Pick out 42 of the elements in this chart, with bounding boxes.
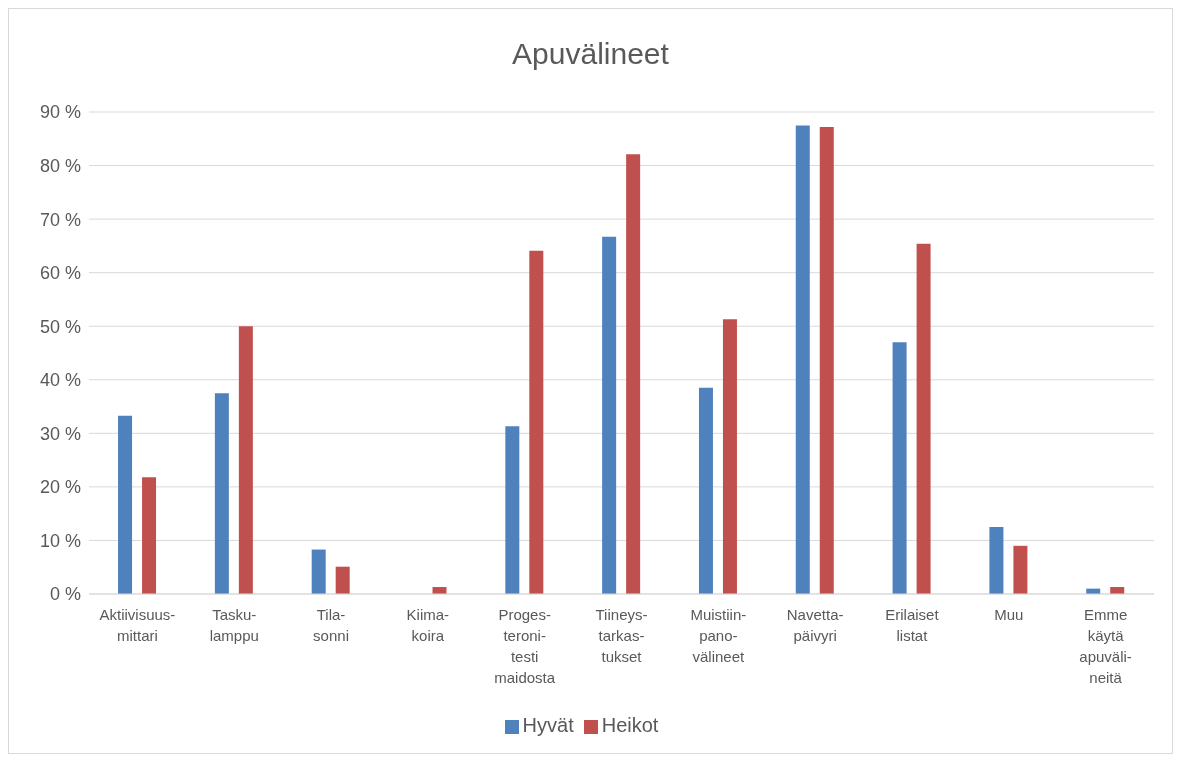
bar [626,154,641,594]
x-tick-label: Tiineys- tarkas- tukset [595,606,648,665]
bar [892,342,907,594]
y-tick-label: 10 % [39,530,81,551]
y-tick-label: 50 % [39,316,81,337]
y-tick-label: 0 % [49,584,81,605]
x-tick-label: Tasku- lamppu [209,606,259,644]
bar [142,477,157,594]
bar [238,326,253,594]
y-tick-label: 60 % [39,263,81,284]
y-tick-label: 70 % [39,209,81,230]
bar [698,387,713,594]
bar [214,393,229,594]
bar [529,250,544,594]
bar [1013,545,1028,594]
x-tick-label: Navetta- päivyri [786,606,844,644]
y-tick-label: 90 % [39,102,81,123]
legend-label: Hyvät [522,714,574,736]
bar [916,243,931,594]
x-tick-label: Aktiivisuus- mittari [99,606,176,644]
x-tick-label: Tila- sonni [313,606,349,644]
bar [795,125,810,594]
legend-label: Heikot [601,714,659,736]
bar [505,426,520,594]
y-tick-label: 40 % [39,370,81,391]
bar [602,236,617,594]
x-tick-label: Proges- teroni- testi maidosta [494,606,556,686]
x-tick-label: Erilaiset listat [885,606,940,644]
bar [118,415,133,594]
bar [335,566,350,594]
y-tick-label: 80 % [39,155,81,176]
bar [819,127,834,594]
y-tick-label: 30 % [39,423,81,444]
bar [722,319,737,594]
x-tick-label: Muu [994,606,1024,623]
x-tick-label: Emme käytä apuväli- neitä [1079,606,1132,686]
y-tick-label: 20 % [39,477,81,498]
x-tick-label: Kiima- koira [406,606,450,644]
bar [989,527,1004,594]
x-tick-label: Muistiin- pano- välineet [690,606,747,665]
bar [311,549,326,594]
chart-title: Apuvälineet [511,36,670,72]
